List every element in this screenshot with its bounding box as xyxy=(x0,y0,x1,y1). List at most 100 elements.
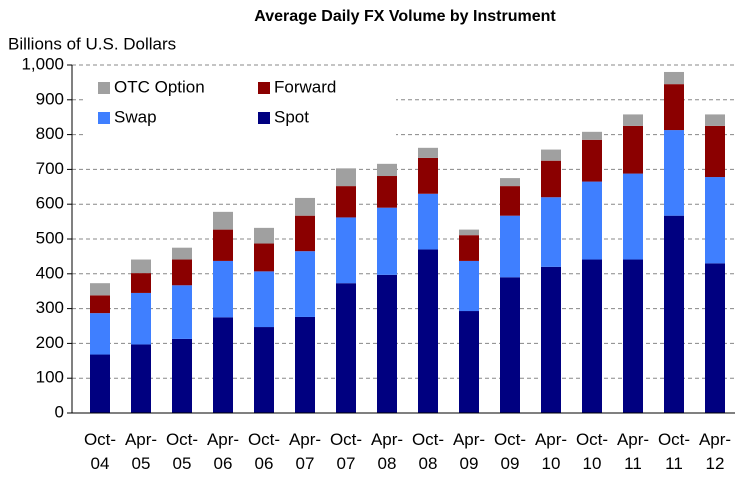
bar-segment xyxy=(582,131,602,140)
bar-segment xyxy=(254,227,274,244)
y-tick-label: 500 xyxy=(36,228,64,247)
x-tick-label-part: Oct- xyxy=(658,430,690,449)
legend-swatch xyxy=(98,112,110,124)
bar-segment xyxy=(500,215,520,278)
bar-segment xyxy=(131,344,151,413)
x-tick-label: Oct- 06 xyxy=(248,430,280,473)
x-tick-label-part: Apr- xyxy=(453,430,485,449)
bar-segment xyxy=(623,259,643,413)
bar-segment xyxy=(418,157,438,194)
legend-swatch xyxy=(258,82,270,94)
bar-segment xyxy=(336,283,356,413)
bar-segment xyxy=(295,197,315,216)
x-tick-label: Apr- 06 xyxy=(207,430,239,473)
x-tick-label-part: 05 xyxy=(132,454,151,473)
bar-segment xyxy=(623,114,643,126)
bar-segment xyxy=(582,181,602,260)
y-tick-label: 100 xyxy=(36,368,64,387)
bar-segment xyxy=(418,193,438,250)
y-tick-label: 0 xyxy=(55,402,64,421)
x-tick-label-part: 07 xyxy=(296,454,315,473)
bar-segment xyxy=(418,249,438,413)
bar-segment xyxy=(664,71,684,85)
x-tick-label: Oct- 10 xyxy=(576,430,608,473)
x-tick-label-part: 08 xyxy=(419,454,438,473)
bar-segment xyxy=(90,354,110,413)
bar-segment xyxy=(336,186,356,218)
legend-label: Spot xyxy=(274,107,309,126)
bar-segment xyxy=(131,273,151,293)
bar-segment xyxy=(131,259,151,274)
bar-segment xyxy=(254,271,274,328)
bar-segment xyxy=(459,229,479,236)
x-tick-label-part: 07 xyxy=(337,454,356,473)
bar-segment xyxy=(254,243,274,272)
x-tick-label: Apr- 10 xyxy=(535,430,567,473)
bar-segment xyxy=(377,274,397,413)
x-tick-label: Oct- 09 xyxy=(494,430,526,473)
bar-segment xyxy=(377,207,397,275)
bar-segment xyxy=(213,229,233,261)
bar-segment xyxy=(90,313,110,355)
y-tick-label: 1,000 xyxy=(21,54,64,73)
x-tick-label: Apr- 08 xyxy=(371,430,403,473)
x-tick-label-part: Oct- xyxy=(330,430,362,449)
x-tick-label-part: 08 xyxy=(378,454,397,473)
x-tick-label-part: 11 xyxy=(624,454,642,473)
x-tick-label-part: Oct- xyxy=(84,430,116,449)
x-tick-label-part: Apr- xyxy=(207,430,239,449)
bar-segment xyxy=(131,292,151,345)
legend-label: Forward xyxy=(274,77,336,96)
x-tick-label-part: Apr- xyxy=(535,430,567,449)
x-tick-label-part: Oct- xyxy=(248,430,280,449)
y-tick-label: 300 xyxy=(36,298,64,317)
x-tick-label: Apr- 12 xyxy=(699,430,731,473)
x-tick-label-part: Oct- xyxy=(494,430,526,449)
bar-segment xyxy=(541,149,561,161)
bar-segment xyxy=(172,285,192,339)
bar-segment xyxy=(172,338,192,413)
x-tick-label-part: 11 xyxy=(665,454,683,473)
y-axis-label: Billions of U.S. Dollars xyxy=(8,34,176,53)
x-tick-label: Apr- 07 xyxy=(289,430,321,473)
bar-segment xyxy=(705,177,725,264)
x-tick-label-part: 06 xyxy=(255,454,274,473)
bar-segment xyxy=(582,139,602,182)
legend-swatch xyxy=(258,112,270,124)
y-tick-label: 600 xyxy=(36,194,64,213)
x-tick-label: Oct- 05 xyxy=(166,430,198,473)
x-tick-label-part: Apr- xyxy=(699,430,731,449)
x-tick-label: Oct- 04 xyxy=(84,430,116,473)
legend-box xyxy=(84,72,396,136)
y-tick-label: 800 xyxy=(36,124,64,143)
bar-segment xyxy=(664,84,684,131)
bar-segment xyxy=(90,283,110,296)
x-tick-label: Oct- 07 xyxy=(330,430,362,473)
x-tick-label-part: Oct- xyxy=(412,430,444,449)
x-tick-label: Oct- 08 xyxy=(412,430,444,473)
bar-segment xyxy=(705,125,725,178)
bar-segment xyxy=(254,327,274,413)
bar-segment xyxy=(664,215,684,413)
bar-segment xyxy=(336,217,356,284)
y-tick-label: 700 xyxy=(36,159,64,178)
x-tick-label-part: 09 xyxy=(460,454,479,473)
bar-segment xyxy=(541,160,561,198)
x-tick-label-part: 10 xyxy=(542,454,561,473)
bar-segment xyxy=(377,163,397,177)
x-tick-label: Oct- 11 xyxy=(658,430,690,473)
y-tick-label: 400 xyxy=(36,263,64,282)
bar-segment xyxy=(213,260,233,318)
x-tick-label-part: Oct- xyxy=(576,430,608,449)
bar-segment xyxy=(459,260,479,312)
bar-segment xyxy=(500,186,520,216)
bar-segment xyxy=(623,125,643,174)
bar-segment xyxy=(459,311,479,413)
x-tick-label: Apr- 11 xyxy=(617,430,649,473)
bar-segment xyxy=(295,251,315,317)
bar-segment xyxy=(418,147,438,158)
bar-segment xyxy=(541,266,561,413)
bar-segment xyxy=(500,277,520,413)
x-tick-label: Apr- 05 xyxy=(125,430,157,473)
